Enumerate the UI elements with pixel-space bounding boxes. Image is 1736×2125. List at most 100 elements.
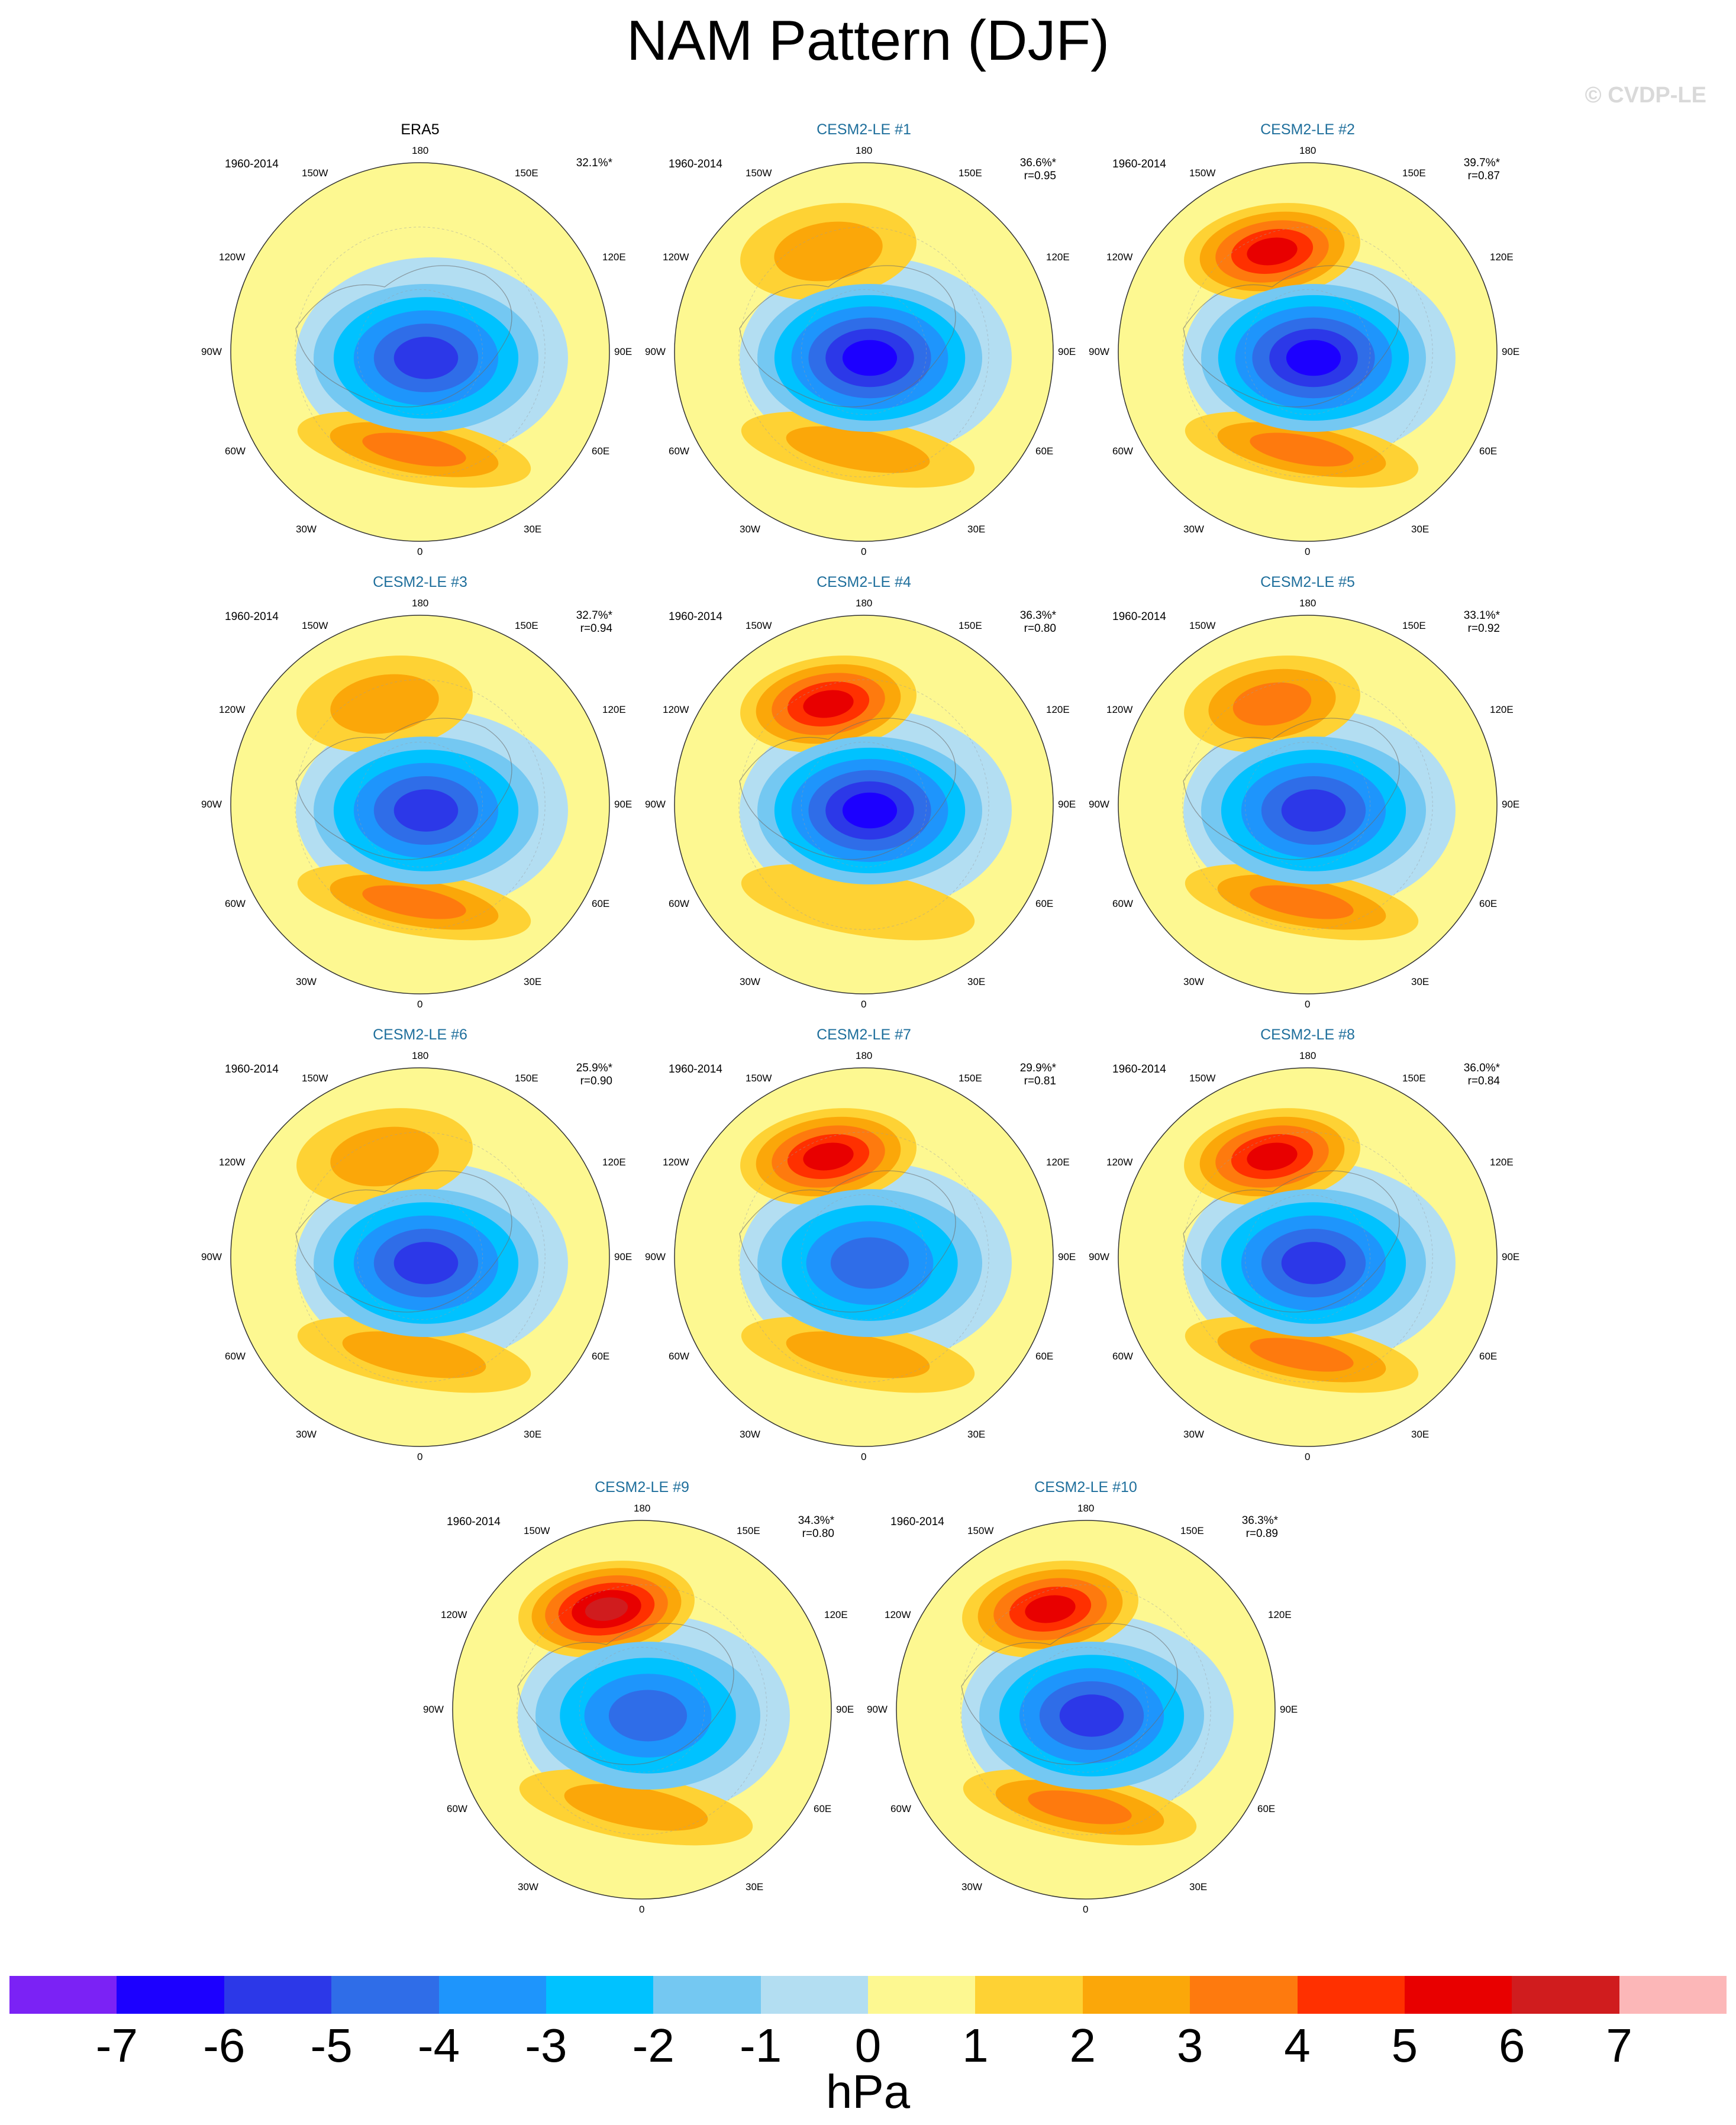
map-panel: CESM2-LE #9 1960-2014 34.3%* r=0.80 180 150W 1…	[423, 1479, 854, 1929]
longitude-label: 120W	[1106, 251, 1133, 263]
longitude-label: 90W	[645, 799, 666, 810]
longitude-label: 0	[1305, 1451, 1311, 1462]
map-panel: ERA5 1960-2014 32.1%* 180 150W 150E 120W 120E 90…	[201, 121, 632, 571]
panel-period: 1960-2014	[1112, 611, 1166, 623]
panel-period: 1960-2014	[669, 611, 722, 623]
variance-explained: 34.3%*	[798, 1514, 834, 1527]
longitude-label: 120E	[1268, 1609, 1292, 1620]
latitude-circle	[1022, 1646, 1149, 1773]
colorbar-swatch	[117, 1976, 224, 2014]
pattern-correlation: r=0.87	[1467, 170, 1500, 182]
longitude-label: 60W	[225, 445, 246, 457]
latitude-circle	[295, 1132, 546, 1383]
variance-explained: 36.0%*	[1463, 1062, 1500, 1074]
panel-stats: 34.3%* r=0.80	[769, 1514, 834, 1541]
pacific-high-level-3	[1232, 682, 1312, 726]
map-border	[674, 1067, 1054, 1447]
longitude-label: 90E	[1058, 799, 1076, 810]
longitude-label: 90E	[1502, 1251, 1520, 1262]
longitude-label: 120E	[1046, 251, 1070, 263]
longitude-label: 30W	[1183, 524, 1204, 535]
longitude-label: 180	[856, 598, 873, 609]
longitude-label: 150E	[515, 1073, 538, 1084]
longitude-label: 30E	[1411, 1429, 1430, 1440]
map-panel: CESM2-LE #8 1960-2014 36.0%* r=0.84 180 150W 1…	[1089, 1026, 1519, 1476]
latitude-circle	[1182, 1132, 1433, 1383]
longitude-label: 30W	[1183, 1429, 1204, 1440]
longitude-label: 60E	[1479, 898, 1498, 909]
map-panel: CESM2-LE #4 1960-2014 36.3%* r=0.80 180 150W 1…	[645, 574, 1076, 1023]
longitude-label: 120E	[602, 251, 626, 263]
longitude-label: 150W	[746, 620, 772, 631]
panel-stats: 32.7%* r=0.94	[547, 609, 612, 635]
colorbar-tick-label: 0	[854, 2019, 882, 2072]
variance-explained: 29.9%*	[1019, 1062, 1056, 1074]
longitude-label: 90E	[836, 1704, 854, 1715]
longitude-label: 60W	[1112, 898, 1133, 909]
colorbar-swatch	[1404, 1976, 1512, 2014]
longitude-label: 0	[417, 1451, 423, 1462]
colorbar-tick-label: 6	[1499, 2019, 1525, 2072]
longitude-label: 0	[861, 999, 867, 1010]
longitude-label: 150W	[1189, 1073, 1216, 1084]
longitude-label: 150W	[1189, 167, 1216, 179]
longitude-label: 180	[856, 145, 873, 156]
latitude-circle	[579, 1646, 705, 1773]
longitude-label: 150E	[1402, 167, 1426, 179]
latitude-circle	[801, 741, 927, 868]
panel-title: CESM2-LE #2	[1260, 121, 1355, 138]
map-panel: CESM2-LE #10 1960-2014 36.3%* r=0.89 180 150W…	[867, 1479, 1298, 1929]
latitude-circle	[295, 679, 546, 930]
longitude-label: 90W	[645, 346, 666, 357]
longitude-label: 0	[417, 999, 423, 1010]
coastline	[1183, 718, 1400, 860]
longitude-label: 90E	[1058, 1251, 1076, 1262]
longitude-label: 120W	[219, 251, 246, 263]
longitude-label: 120E	[1490, 704, 1514, 715]
watermark: © CVDP-LE	[1585, 83, 1706, 108]
longitude-label: 120E	[824, 1609, 848, 1620]
longitude-label: 30E	[524, 1429, 542, 1440]
colorbar-tick-label: -6	[203, 2019, 246, 2072]
longitude-label: 60E	[1479, 1351, 1498, 1362]
panel-period: 1960-2014	[669, 1063, 722, 1076]
longitude-label: 150E	[959, 620, 982, 631]
panel-title: CESM2-LE #10	[1034, 1479, 1137, 1496]
panel-title: CESM2-LE #5	[1260, 574, 1355, 590]
panel-stats: 36.6%* r=0.95	[991, 157, 1056, 183]
longitude-label: 150W	[302, 620, 328, 631]
longitude-label: 150E	[1402, 620, 1426, 631]
coastline	[739, 265, 956, 408]
colorbar-units: hPa	[825, 2065, 911, 2118]
longitude-label: 30E	[524, 524, 542, 535]
panel-title: CESM2-LE #8	[1260, 1026, 1355, 1043]
panel-stats: 32.1%*	[547, 157, 612, 170]
panel-period: 1960-2014	[447, 1516, 501, 1528]
longitude-label: 90W	[645, 1251, 666, 1262]
longitude-label: 30W	[740, 976, 760, 987]
longitude-label: 60E	[1035, 1351, 1054, 1362]
polar-low-level-5	[393, 1242, 459, 1284]
map-panel: CESM2-LE #1 1960-2014 36.6%* r=0.95 180 150W 1…	[645, 121, 1076, 571]
colorbar-swatch	[224, 1976, 332, 2014]
map-panel: CESM2-LE #5 1960-2014 33.1%* r=0.92 180 150W 1…	[1089, 574, 1519, 1023]
pattern-correlation: r=0.80	[1024, 622, 1056, 635]
longitude-label: 60W	[669, 898, 689, 909]
polar-low-level-5	[1059, 1694, 1124, 1737]
atlantic-high-level-3	[362, 432, 466, 467]
panel-title: CESM2-LE #1	[817, 121, 911, 138]
longitude-label: 180	[1077, 1503, 1095, 1514]
polar-low-level-5	[393, 789, 459, 832]
longitude-label: 60W	[225, 898, 246, 909]
colorbar-swatch	[438, 1976, 546, 2014]
longitude-label: 120W	[441, 1609, 467, 1620]
panel-title: ERA5	[401, 121, 440, 138]
longitude-label: 90E	[1502, 346, 1520, 357]
map-border	[230, 162, 610, 542]
longitude-label: 150W	[524, 1525, 550, 1536]
colorbar-swatch	[1619, 1976, 1727, 2014]
longitude-label: 60E	[1479, 445, 1498, 457]
longitude-label: 60W	[1112, 445, 1133, 457]
colorbar-tick-label: 1	[962, 2019, 989, 2072]
colorbar-swatch	[9, 1976, 117, 2014]
